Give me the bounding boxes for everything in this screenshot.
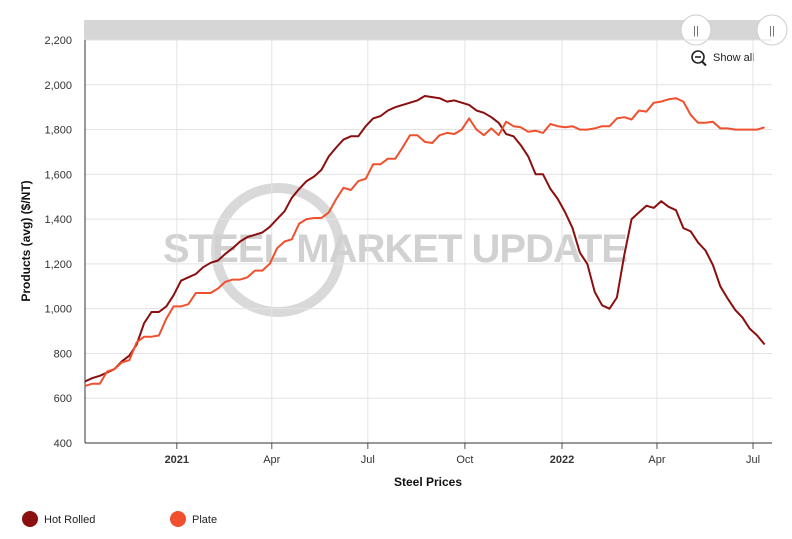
y-tick-label: 1,800 xyxy=(44,125,72,137)
y-tick-label: 1,200 xyxy=(44,259,72,271)
y-tick-label: 1,000 xyxy=(44,304,72,316)
navigator-handle-left[interactable]: || xyxy=(680,14,712,46)
axes-layer: 400 600 800 1,000 1,200 1,400 1,600 1,800 2,000 2… xyxy=(44,35,772,466)
y-tick-label: 600 xyxy=(54,393,72,405)
y-tick-label: 800 xyxy=(54,348,72,360)
x-tick-label: Jul xyxy=(746,454,760,466)
navigator-bar[interactable] xyxy=(84,20,772,40)
x-tick-label: Apr xyxy=(648,454,665,466)
legend-item-hot-rolled[interactable]: Hot Rolled xyxy=(22,511,95,527)
show-all-label: Show all xyxy=(713,52,755,64)
legend: Hot Rolled Plate xyxy=(22,511,217,527)
x-tick-label: 2021 xyxy=(165,454,189,466)
x-axis-title: Steel Prices xyxy=(394,475,462,489)
y-tick-label: 2,000 xyxy=(44,80,72,92)
y-axis-title: Products (avg) ($/NT) xyxy=(19,180,33,301)
series-layer xyxy=(84,95,766,387)
show-all-button[interactable]: Show all xyxy=(691,50,755,67)
legend-marker-hot-rolled xyxy=(22,511,38,527)
zoom-out-icon xyxy=(691,50,707,67)
y-tick-label: 1,400 xyxy=(44,214,72,226)
y-tick-label: 2,200 xyxy=(44,35,72,47)
legend-label-plate: Plate xyxy=(192,514,217,526)
x-tick-label: Oct xyxy=(456,454,473,466)
legend-marker-plate xyxy=(170,511,186,527)
legend-label-hot-rolled: Hot Rolled xyxy=(44,514,95,526)
navigator-handle-left-glyph: || xyxy=(693,25,699,37)
navigator-handle-right[interactable]: || xyxy=(756,14,788,46)
navigator-handle-right-glyph: || xyxy=(769,25,775,37)
x-tick-label: Apr xyxy=(263,454,280,466)
watermark: STEEL MARKET UPDATE xyxy=(163,183,628,317)
series-line-hot-rolled[interactable] xyxy=(84,95,766,383)
x-tick-label: Jul xyxy=(361,454,375,466)
x-tick-label: 2022 xyxy=(550,454,574,466)
y-tick-label: 400 xyxy=(54,438,72,450)
y-tick-label: 1,600 xyxy=(44,169,72,181)
series-line-plate[interactable] xyxy=(84,97,765,387)
legend-item-plate[interactable]: Plate xyxy=(170,511,217,527)
